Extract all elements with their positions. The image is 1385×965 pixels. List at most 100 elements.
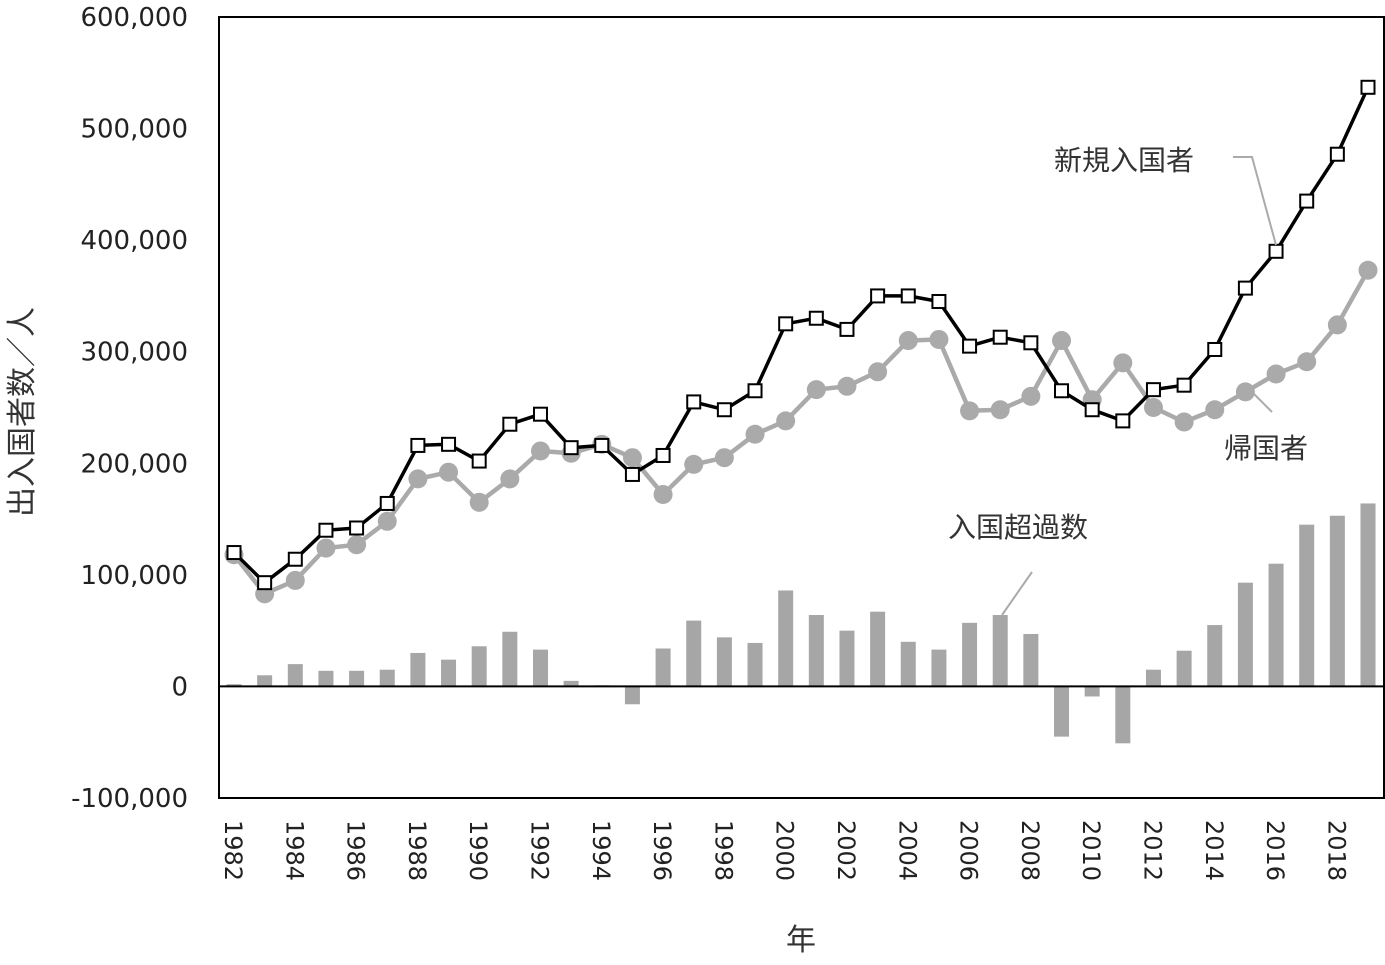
point-new-entrants-1997 [686, 394, 702, 410]
point-new-entrants-2015 [1237, 280, 1253, 296]
point-new-entrants-2003 [870, 288, 886, 304]
bar-1996 [655, 648, 671, 687]
point-returnees-2011 [1113, 353, 1133, 373]
x-axis-label: 年 [786, 923, 816, 958]
point-returnees-1996 [653, 485, 673, 505]
point-new-entrants-2018 [1329, 146, 1345, 162]
y-tick--100,000: -100,000 [71, 784, 188, 814]
bar-2000 [778, 590, 794, 687]
point-returnees-2004 [898, 331, 918, 351]
bar-2007 [992, 615, 1008, 687]
x-tick-2004: 2004 [893, 820, 921, 881]
bar-1988 [410, 652, 426, 687]
point-new-entrants-2013 [1176, 377, 1192, 393]
y-tick-500,000: 500,000 [80, 115, 188, 145]
point-new-entrants-2016 [1268, 243, 1284, 259]
bar-2008 [1023, 633, 1039, 687]
point-new-entrants-2000 [778, 316, 794, 332]
point-new-entrants-2009 [1054, 383, 1070, 399]
leader-line-net-excess [1001, 571, 1033, 616]
point-new-entrants-1990 [471, 453, 487, 469]
line-returnees [232, 269, 1370, 597]
x-tick-1996: 1996 [648, 820, 676, 881]
x-tick-2006: 2006 [955, 820, 983, 881]
bar-1982 [226, 684, 242, 687]
point-returnees-1999 [745, 424, 765, 444]
x-tick-1992: 1992 [526, 820, 554, 881]
bar-2015 [1237, 582, 1253, 687]
line-series [224, 79, 1378, 604]
x-tick-1994: 1994 [587, 820, 615, 881]
point-returnees-1992 [530, 441, 550, 461]
annotation-returnees: 帰国者 [1224, 432, 1308, 465]
point-new-entrants-1991 [502, 416, 518, 432]
bar-series [226, 503, 1376, 744]
point-returnees-1987 [377, 511, 397, 531]
bar-2016 [1268, 563, 1284, 687]
point-returnees-2019 [1358, 260, 1378, 280]
point-returnees-1986 [347, 535, 367, 555]
point-new-entrants-1995 [624, 466, 640, 482]
plot-frame [218, 16, 1385, 799]
bar-1999 [747, 642, 763, 687]
point-returnees-2000 [776, 411, 796, 431]
point-new-entrants-1992 [532, 406, 548, 422]
point-new-entrants-2014 [1207, 341, 1223, 357]
point-returnees-2016 [1266, 364, 1286, 384]
point-new-entrants-1989 [441, 436, 457, 452]
bar-1989 [441, 659, 457, 687]
bar-1990 [471, 646, 487, 687]
y-tick-100,000: 100,000 [80, 561, 188, 591]
bar-2014 [1207, 625, 1223, 687]
point-returnees-2018 [1327, 315, 1347, 335]
point-new-entrants-2005 [931, 294, 947, 310]
bar-1991 [502, 631, 518, 687]
y-tick-600,000: 600,000 [80, 3, 188, 33]
point-returnees-1998 [714, 448, 734, 468]
bar-2004 [900, 641, 916, 687]
point-returnees-2013 [1174, 412, 1194, 432]
bar-2002 [839, 630, 855, 687]
x-tick-2018: 2018 [1322, 820, 1350, 881]
bar-1993 [563, 680, 579, 687]
point-returnees-1995 [622, 448, 642, 468]
point-returnees-2006 [960, 401, 980, 421]
x-tick-1982: 1982 [219, 820, 247, 881]
point-new-entrants-1998 [716, 402, 732, 418]
point-new-entrants-1996 [655, 447, 671, 463]
point-new-entrants-2004 [900, 288, 916, 304]
x-tick-1988: 1988 [403, 820, 431, 881]
line-new-entrants [232, 86, 1370, 585]
point-returnees-2001 [806, 380, 826, 400]
bar-2003 [870, 611, 886, 687]
y-tick-300,000: 300,000 [80, 338, 188, 368]
point-returnees-2009 [1052, 331, 1072, 351]
bar-1984 [287, 664, 303, 687]
point-new-entrants-2008 [1023, 335, 1039, 351]
point-new-entrants-2011 [1115, 413, 1131, 429]
leader-line-returnees [1251, 391, 1273, 413]
bar-2010 [1084, 686, 1100, 697]
bar-2018 [1329, 515, 1345, 687]
bar-1998 [716, 637, 732, 687]
point-returnees-2002 [837, 376, 857, 396]
y-axis-label: 出入国者数／人 [5, 307, 40, 517]
point-returnees-1984 [285, 570, 305, 590]
x-tick-1984: 1984 [280, 820, 308, 881]
x-tick-labels: 1982 1984 1986 1988 1990 1992 1994 1996 1998 2000… [219, 820, 1350, 881]
y-tick-200,000: 200,000 [80, 449, 188, 479]
x-tick-2000: 2000 [771, 820, 799, 881]
point-new-entrants-2006 [962, 338, 978, 354]
point-returnees-2007 [990, 400, 1010, 420]
bar-2006 [962, 622, 978, 687]
x-tick-2012: 2012 [1139, 820, 1167, 881]
point-new-entrants-2007 [992, 329, 1008, 345]
bar-1987 [379, 669, 395, 687]
point-new-entrants-1999 [747, 383, 763, 399]
point-new-entrants-1987 [379, 495, 395, 511]
x-tick-2016: 2016 [1261, 820, 1289, 881]
bar-2005 [931, 649, 947, 687]
bar-2011 [1115, 686, 1131, 744]
y-tick-400,000: 400,000 [80, 226, 188, 256]
bar-2001 [808, 615, 824, 687]
